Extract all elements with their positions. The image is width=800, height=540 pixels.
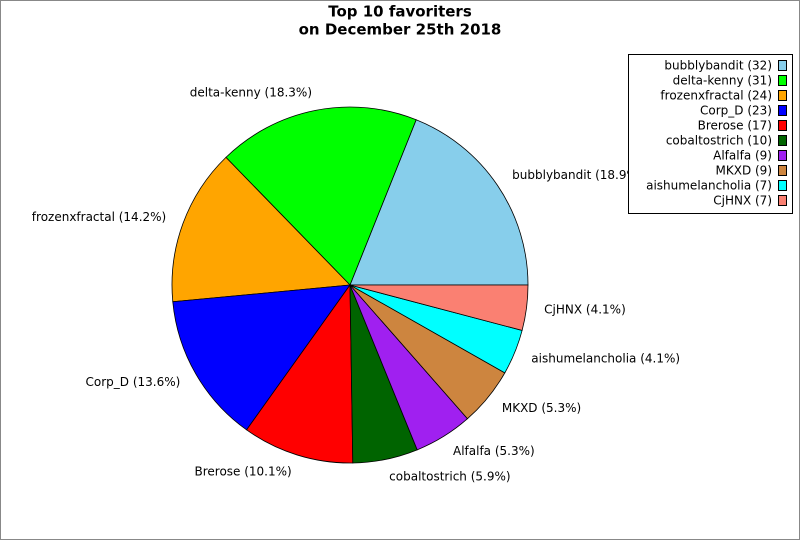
pie-slice <box>225 106 417 286</box>
legend-label: aishumelancholia (7) <box>646 179 772 193</box>
legend-label: Alfalfa (9) <box>713 149 772 163</box>
chart-title: Top 10 favoriters <box>328 3 472 21</box>
legend-swatch <box>778 165 787 176</box>
slice-label: aishumelancholia (4.1%) <box>531 351 680 365</box>
slice-label: Alfalfa (5.3%) <box>453 444 535 458</box>
slice-label: delta-kenny (18.3%) <box>190 85 312 99</box>
legend-label: delta-kenny (31) <box>673 74 772 88</box>
legend-label: cobaltostrich (10) <box>666 134 772 148</box>
legend-swatch <box>778 105 787 116</box>
legend-label: MKXD (9) <box>716 164 773 178</box>
pie-slice <box>245 283 354 464</box>
legend-label: CjHNX (7) <box>713 194 772 208</box>
legend-label: Corp_D (23) <box>700 104 772 118</box>
legend-box <box>628 54 793 214</box>
slice-label: frozenxfractal (14.2%) <box>32 210 166 224</box>
slice-label: cobaltostrich (5.9%) <box>389 469 510 483</box>
legend-label: bubblybandit (32) <box>664 59 772 73</box>
slice-label: MKXD (5.3%) <box>502 401 581 415</box>
legend-swatch <box>778 135 787 146</box>
legend-swatch <box>778 120 787 131</box>
legend-swatch <box>778 60 787 71</box>
legend-swatch <box>778 195 787 206</box>
slice-label: bubblybandit (18.9%) <box>512 168 642 182</box>
legend-swatch <box>778 75 787 86</box>
legend-label: frozenxfractal (24) <box>660 89 772 103</box>
pie-slice <box>171 156 351 303</box>
legend: bubblybandit (32)delta-kenny (31)frozenx… <box>628 54 793 214</box>
legend-swatch <box>778 150 787 161</box>
pie-slice <box>349 284 529 331</box>
slice-label: Brerose (10.1%) <box>194 464 291 478</box>
legend-label: Brerose (17) <box>698 119 772 133</box>
slice-label: CjHNX (4.1%) <box>544 303 626 317</box>
legend-swatch <box>778 180 787 191</box>
legend-swatch <box>778 90 787 101</box>
chart-subtitle: on December 25th 2018 <box>299 21 502 39</box>
slice-label: Corp_D (13.6%) <box>86 375 181 389</box>
pie-slice <box>349 119 529 286</box>
pie-slice <box>172 284 351 431</box>
